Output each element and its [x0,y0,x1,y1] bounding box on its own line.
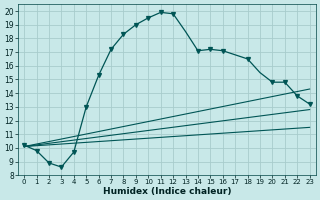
X-axis label: Humidex (Indice chaleur): Humidex (Indice chaleur) [103,187,231,196]
